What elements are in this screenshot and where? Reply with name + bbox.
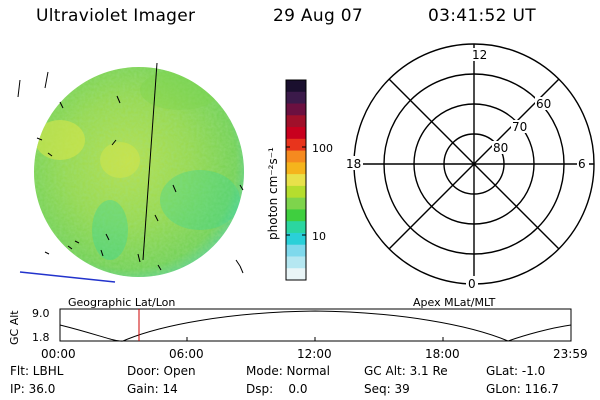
status-filter: Flt: LBHL [10, 364, 64, 378]
orbit-y-tick-low: 1.8 [32, 331, 50, 344]
orbit-x-tick-1800: 18:00 [425, 347, 460, 361]
colorbar-segment [286, 244, 306, 257]
apex-mlat-title: Apex MLat/MLT [413, 296, 496, 309]
colorbar-segment [286, 221, 306, 234]
date-label: 29 Aug 07 [273, 6, 363, 26]
colorbar-frame [285, 79, 307, 281]
colorbar-tick-10: 10 [312, 230, 326, 243]
orbit-plot [59, 308, 572, 342]
mlat-label-60: 60 [536, 97, 551, 111]
orbit-x-tick-1200: 12:00 [297, 347, 332, 361]
orbit-x-tick-0600: 06:00 [169, 347, 204, 361]
colorbar-segment [286, 268, 306, 281]
uv-image [17, 62, 244, 283]
mlt-label-12: 12 [472, 48, 487, 62]
orbit-y-title: GC Alt [8, 310, 21, 345]
polar-labels: 12 18 6 0 60 70 80 [345, 48, 589, 291]
orbit-y-tick-high: 9.0 [32, 307, 50, 320]
mlat-label-80: 80 [493, 141, 508, 155]
orbit-x-tick-0000: 00:00 [41, 347, 76, 361]
instrument-title: Ultraviolet Imager [36, 6, 196, 26]
status-glon: GLon: 116.7 [486, 382, 559, 396]
mlt-label-6: 6 [578, 157, 586, 171]
colorbar-label: photon cm⁻²s⁻¹ [266, 147, 280, 240]
colorbar-segment [286, 150, 306, 163]
colorbar-segment [286, 80, 306, 93]
orbit-x-tick-2359: 23:59 [553, 347, 588, 361]
colorbar-segment [286, 103, 306, 116]
status-glat: GLat: -1.0 [486, 364, 546, 378]
status-dsp: Dsp: 0.0 [246, 382, 308, 396]
colorbar [285, 79, 307, 281]
status-door: Door: Open [127, 364, 196, 378]
colorbar-segment [286, 174, 306, 187]
colorbar-segment [286, 162, 306, 175]
colorbar-segment [286, 115, 306, 128]
colorbar-segment [286, 197, 306, 210]
colorbar-segment [286, 91, 306, 105]
colorbar-segment [286, 209, 306, 222]
status-gc-alt: GC Alt: 3.1 Re [364, 364, 448, 378]
status-seq: Seq: 39 [364, 382, 410, 396]
colorbar-segment [286, 232, 306, 246]
colorbar-segment [286, 185, 306, 199]
colorbar-segment [286, 127, 306, 140]
polar-grid [353, 43, 595, 285]
mlat-label-70: 70 [512, 120, 527, 134]
mlt-label-18: 18 [346, 157, 361, 171]
status-mode: Mode: Normal [246, 364, 330, 378]
colorbar-ticks [286, 146, 306, 236]
colorbar-tick-100: 100 [312, 142, 333, 155]
status-gain: Gain: 14 [127, 382, 178, 396]
time-label: 03:41:52 UT [428, 6, 536, 26]
status-ip: IP: 36.0 [10, 382, 56, 396]
mlt-label-0: 0 [468, 277, 476, 291]
colorbar-segment [286, 256, 306, 269]
colorbar-segment [286, 138, 306, 152]
geo-latlon-title: Geographic Lat/Lon [68, 296, 175, 309]
